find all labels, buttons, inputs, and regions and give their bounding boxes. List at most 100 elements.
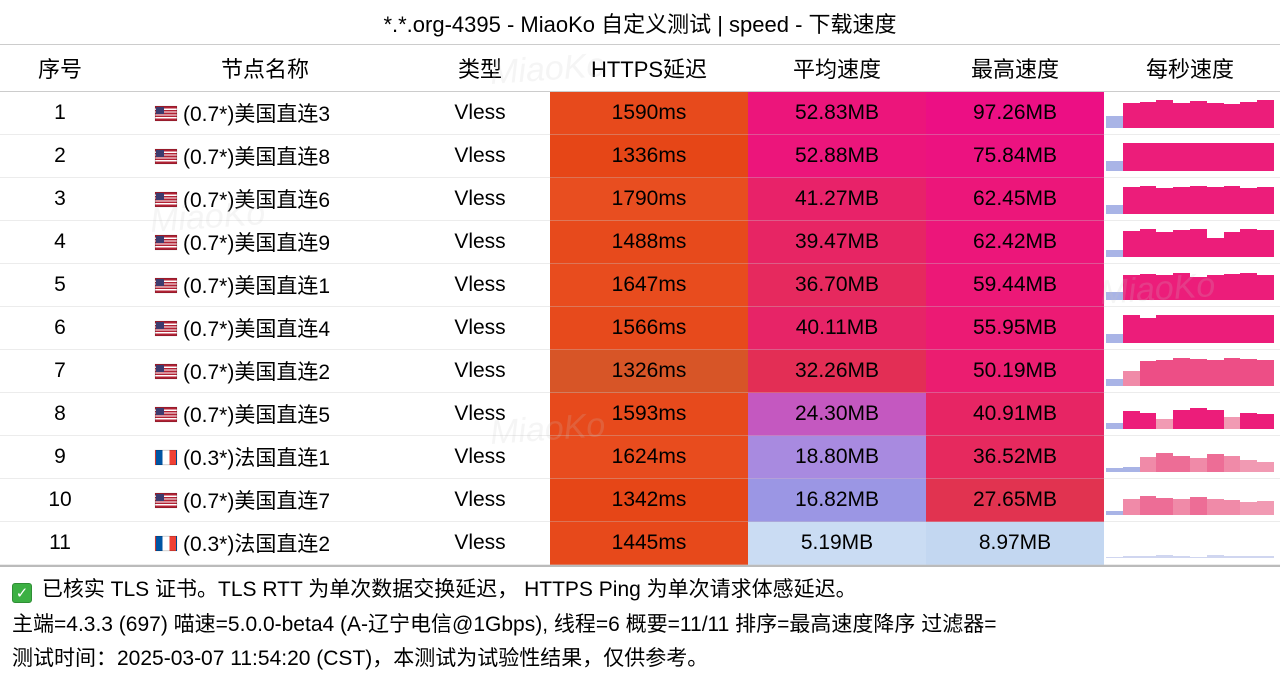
cell-sparkline: [1104, 264, 1280, 307]
column-header: 平均速度: [748, 45, 926, 92]
column-header: 类型: [410, 45, 550, 92]
cell-node-name: (0.7*)美国直连8: [120, 135, 410, 178]
cell-type: Vless: [410, 135, 550, 178]
speed-table: 序号节点名称类型HTTPS延迟平均速度最高速度每秒速度 1(0.7*)美国直连3…: [0, 45, 1280, 565]
cell-node-name: (0.7*)美国直连2: [120, 350, 410, 393]
cell-avg-speed: 5.19MB: [748, 522, 926, 565]
cell-max-speed: 55.95MB: [926, 307, 1104, 350]
fr-flag-icon: [155, 450, 177, 465]
page-title: *.*.org-4395 - MiaoKo 自定义测试 | speed - 下载…: [0, 0, 1280, 45]
us-flag-icon: [155, 493, 177, 508]
cell-https-latency: 1488ms: [550, 221, 748, 264]
table-row: 1(0.7*)美国直连3Vless1590ms52.83MB97.26MB: [0, 92, 1280, 135]
cell-max-speed: 97.26MB: [926, 92, 1104, 135]
cell-node-name: (0.7*)美国直连3: [120, 92, 410, 135]
us-flag-icon: [155, 278, 177, 293]
cell-https-latency: 1326ms: [550, 350, 748, 393]
footer-line-1: 已核实 TLS 证书。TLS RTT 为单次数据交换延迟， HTTPS Ping…: [42, 578, 857, 601]
node-label: (0.7*)美国直连7: [183, 485, 330, 515]
cell-https-latency: 1590ms: [550, 92, 748, 135]
fr-flag-icon: [155, 536, 177, 551]
cell-max-speed: 75.84MB: [926, 135, 1104, 178]
table-row: 7(0.7*)美国直连2Vless1326ms32.26MB50.19MB: [0, 350, 1280, 393]
cell-max-speed: 8.97MB: [926, 522, 1104, 565]
cell-type: Vless: [410, 393, 550, 436]
us-flag-icon: [155, 106, 177, 121]
cell-index: 7: [0, 350, 120, 393]
cell-type: Vless: [410, 350, 550, 393]
column-header: 节点名称: [120, 45, 410, 92]
cell-node-name: (0.3*)法国直连2: [120, 522, 410, 565]
cell-avg-speed: 24.30MB: [748, 393, 926, 436]
cell-https-latency: 1336ms: [550, 135, 748, 178]
cell-https-latency: 1790ms: [550, 178, 748, 221]
cell-https-latency: 1647ms: [550, 264, 748, 307]
node-label: (0.7*)美国直连4: [183, 313, 330, 343]
footer-line-3: 测试时间：2025-03-07 11:54:20 (CST)，本测试为试验性结果…: [12, 642, 1268, 676]
cell-type: Vless: [410, 479, 550, 522]
column-header: 序号: [0, 45, 120, 92]
table-row: 5 (0.7*)美国直连1 Vless1647ms36.70MB59.44MB: [0, 264, 1280, 307]
cell-https-latency: 1566ms: [550, 307, 748, 350]
check-icon: ✓: [12, 583, 32, 603]
cell-type: Vless: [410, 221, 550, 264]
cell-sparkline: [1104, 92, 1280, 135]
cell-node-name: (0.3*)法国直连1: [120, 436, 410, 479]
table-row: 6 (0.7*)美国直连4 Vless1566ms40.11MB55.95MB: [0, 307, 1280, 350]
cell-avg-speed: 41.27MB: [748, 178, 926, 221]
cell-avg-speed: 32.26MB: [748, 350, 926, 393]
table-row: 4(0.7*)美国直连9Vless1488ms39.47MB62.42MB: [0, 221, 1280, 264]
footer-line-2: 主端=4.3.3 (697) 喵速=5.0.0-beta4 (A-辽宁电信@1G…: [12, 608, 1268, 642]
cell-index: 8: [0, 393, 120, 436]
column-header: 每秒速度: [1104, 45, 1280, 92]
table-row: 9(0.3*)法国直连1Vless1624ms18.80MB36.52MB: [0, 436, 1280, 479]
cell-node-name: (0.7*)美国直连6: [120, 178, 410, 221]
cell-sparkline: [1104, 178, 1280, 221]
cell-type: Vless: [410, 436, 550, 479]
cell-index: 5: [0, 264, 120, 307]
cell-index: 9: [0, 436, 120, 479]
column-header: HTTPS延迟: [550, 45, 748, 92]
table-row: 11(0.3*)法国直连2Vless1445ms5.19MB8.97MB: [0, 522, 1280, 565]
node-label: (0.7*)美国直连1: [183, 270, 330, 300]
cell-max-speed: 62.42MB: [926, 221, 1104, 264]
cell-sparkline: [1104, 350, 1280, 393]
table-row: 8(0.7*)美国直连5Vless1593ms24.30MB40.91MB: [0, 393, 1280, 436]
cell-node-name: (0.7*)美国直连7: [120, 479, 410, 522]
cell-type: Vless: [410, 307, 550, 350]
cell-sparkline: [1104, 522, 1280, 565]
cell-type: Vless: [410, 92, 550, 135]
us-flag-icon: [155, 192, 177, 207]
cell-index: 2: [0, 135, 120, 178]
cell-https-latency: 1342ms: [550, 479, 748, 522]
node-label: (0.7*)美国直连3: [183, 98, 330, 128]
cell-index: 11: [0, 522, 120, 565]
cell-max-speed: 62.45MB: [926, 178, 1104, 221]
cell-https-latency: 1445ms: [550, 522, 748, 565]
table-row: 10 (0.7*)美国直连7 Vless1342ms16.82MB27.65MB: [0, 479, 1280, 522]
cell-node-name: (0.7*)美国直连5: [120, 393, 410, 436]
cell-avg-speed: 40.11MB: [748, 307, 926, 350]
footer: ✓ 已核实 TLS 证书。TLS RTT 为单次数据交换延迟， HTTPS Pi…: [0, 565, 1280, 676]
cell-index: 10: [0, 479, 120, 522]
cell-https-latency: 1593ms: [550, 393, 748, 436]
node-label: (0.7*)美国直连2: [183, 356, 330, 386]
column-header: 最高速度: [926, 45, 1104, 92]
cell-index: 6: [0, 307, 120, 350]
cell-avg-speed: 36.70MB: [748, 264, 926, 307]
us-flag-icon: [155, 149, 177, 164]
cell-max-speed: 27.65MB: [926, 479, 1104, 522]
cell-node-name: (0.7*)美国直连1: [120, 264, 410, 307]
cell-type: Vless: [410, 522, 550, 565]
cell-avg-speed: 18.80MB: [748, 436, 926, 479]
cell-avg-speed: 16.82MB: [748, 479, 926, 522]
node-label: (0.3*)法国直连1: [183, 442, 330, 472]
cell-https-latency: 1624ms: [550, 436, 748, 479]
cell-index: 3: [0, 178, 120, 221]
cell-avg-speed: 52.83MB: [748, 92, 926, 135]
us-flag-icon: [155, 235, 177, 250]
us-flag-icon: [155, 364, 177, 379]
cell-max-speed: 59.44MB: [926, 264, 1104, 307]
cell-type: Vless: [410, 264, 550, 307]
cell-max-speed: 40.91MB: [926, 393, 1104, 436]
